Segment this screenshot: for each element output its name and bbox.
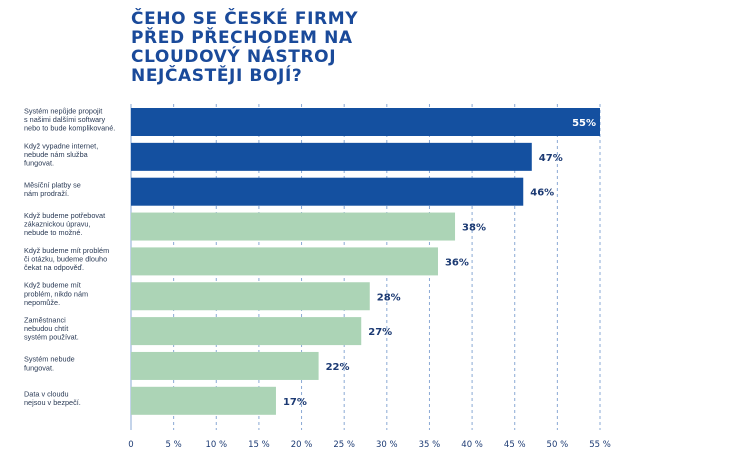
category-label: Zaměstnanci nebudou chtít systém používat. bbox=[24, 316, 79, 342]
category-label-line: Systém nepůjde propojit bbox=[24, 106, 102, 115]
bar bbox=[131, 317, 362, 346]
category-label-line: fungovat. bbox=[24, 363, 54, 372]
value-label: 28% bbox=[377, 292, 401, 303]
category-label-line: nepomůže. bbox=[24, 298, 60, 307]
category-label-line: zákaznickou úpravu, bbox=[24, 220, 91, 229]
category-label-line: nejsou v bezpečí. bbox=[24, 398, 81, 407]
bar bbox=[131, 142, 532, 171]
x-tick-label: 15 % bbox=[248, 440, 270, 450]
category-label: Když budeme mít problém či otázku, budeme… bbox=[24, 246, 109, 272]
category-label-line: či otázku, budeme dlouho bbox=[24, 254, 107, 263]
chart-title-line: cloudový nástroj bbox=[131, 47, 337, 67]
value-label: 46% bbox=[530, 188, 554, 199]
x-tick-label: 50 % bbox=[547, 440, 569, 450]
value-label: 27% bbox=[368, 327, 392, 338]
x-tick-label: 45 % bbox=[504, 440, 526, 450]
chart-title-line: nejčastěji bojí? bbox=[131, 66, 303, 86]
category-label-line: Data v cloudu bbox=[24, 390, 69, 399]
value-label: 47% bbox=[539, 153, 563, 164]
value-label: 22% bbox=[326, 362, 350, 373]
category-label-line: nebude nám služba bbox=[24, 150, 89, 159]
bar bbox=[131, 386, 276, 415]
category-label: Systém nebude fungovat. bbox=[24, 355, 75, 373]
category-label: Systém nepůjde propojit s našimi dalšími … bbox=[24, 106, 115, 132]
chart-title: Čeho se české firmy před přechodem na cl… bbox=[131, 10, 491, 86]
category-label-line: čekat na odpověď. bbox=[24, 263, 84, 272]
category-label-line: Když vypadne internet, bbox=[24, 141, 98, 150]
category-label-line: nebudou chtít bbox=[24, 324, 68, 333]
x-tick-label: 0 bbox=[128, 440, 133, 450]
value-label: 38% bbox=[462, 223, 486, 234]
x-tick-label: 25 % bbox=[333, 440, 355, 450]
category-label-line: Když budeme potřebovat bbox=[24, 211, 105, 220]
category-label-line: systém používat. bbox=[24, 333, 79, 342]
chart-title-line: Čeho se české firmy bbox=[131, 9, 359, 29]
category-label: Když vypadne internet, nebude nám služba f… bbox=[24, 141, 98, 167]
x-tick-label: 20 % bbox=[291, 440, 313, 450]
category-label-line: Když budeme mít bbox=[24, 281, 81, 290]
bar bbox=[131, 247, 438, 276]
category-label-line: nebo to bude komplikované. bbox=[24, 124, 115, 133]
category-label-line: s našimi dalšími softwary bbox=[24, 115, 105, 124]
x-tick-label: 55 % bbox=[589, 440, 611, 450]
x-tick-label: 10 % bbox=[205, 440, 227, 450]
x-tick-label: 5 % bbox=[166, 440, 182, 450]
category-label-line: Systém nebude bbox=[24, 355, 75, 364]
category-label-line: nám prodraží. bbox=[24, 189, 69, 198]
x-tick-label: 40 % bbox=[461, 440, 483, 450]
chart-title-line: před přechodem na bbox=[131, 28, 353, 48]
category-label-line: Zaměstnanci bbox=[24, 316, 66, 325]
bar bbox=[131, 212, 456, 241]
category-label-line: Měsíční platby se bbox=[24, 180, 81, 189]
category-label: Když budeme potřebovat zákaznickou úpravu… bbox=[24, 211, 105, 237]
category-label: Měsíční platby se nám prodraží. bbox=[24, 180, 81, 198]
value-label: 17% bbox=[283, 397, 307, 408]
category-label: Když budeme mít problém, nikdo nám nepomůž… bbox=[24, 281, 88, 307]
category-label-line: nebude to možné. bbox=[24, 228, 82, 237]
bar bbox=[131, 108, 600, 136]
category-label-line: Když budeme mít problém bbox=[24, 246, 109, 255]
bar bbox=[131, 177, 524, 206]
value-label: 36% bbox=[445, 257, 469, 268]
value-label: 55% bbox=[572, 118, 596, 129]
category-label-line: problém, nikdo nám bbox=[24, 289, 88, 298]
bar bbox=[131, 351, 319, 380]
x-tick-label: 30 % bbox=[376, 440, 398, 450]
x-tick-label: 35 % bbox=[419, 440, 441, 450]
category-label-line: fungovat. bbox=[24, 158, 54, 167]
bar bbox=[131, 282, 370, 311]
category-label: Data v cloudu nejsou v bezpečí. bbox=[24, 390, 81, 408]
